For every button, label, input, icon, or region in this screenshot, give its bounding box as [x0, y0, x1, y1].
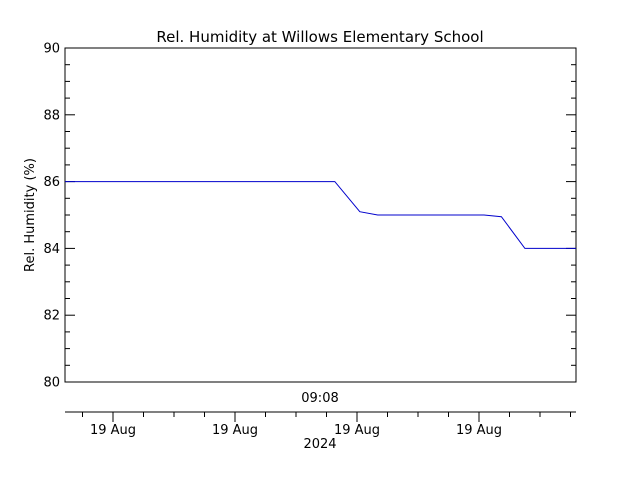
- plot-frame: [64, 47, 577, 383]
- y-tick-label: 80: [43, 376, 60, 391]
- y-tick-label: 90: [43, 42, 60, 57]
- y-tick-label: 86: [43, 175, 60, 190]
- y-tick-label: 88: [43, 108, 60, 123]
- x-axis: 19 Aug 19 Aug 19 Aug 19 Aug: [82, 412, 571, 438]
- series-group: [65, 181, 576, 249]
- x-tick-label: 19 Aug: [212, 423, 258, 438]
- time-label: 09:08: [301, 391, 338, 406]
- year-label: 2024: [303, 437, 336, 452]
- y-tick-label: 84: [43, 242, 60, 257]
- y-axis: 80 82 84 86 88 90: [43, 42, 576, 391]
- y-axis-label: Rel. Humidity (%): [23, 158, 38, 272]
- x-tick-label: 19 Aug: [90, 423, 136, 438]
- chart-title: Rel. Humidity at Willows Elementary Scho…: [156, 28, 483, 46]
- y-tick-label: 82: [43, 309, 60, 324]
- humidity-series-line: [65, 181, 576, 249]
- x-tick-label: 19 Aug: [334, 423, 380, 438]
- x-tick-label: 19 Aug: [456, 423, 502, 438]
